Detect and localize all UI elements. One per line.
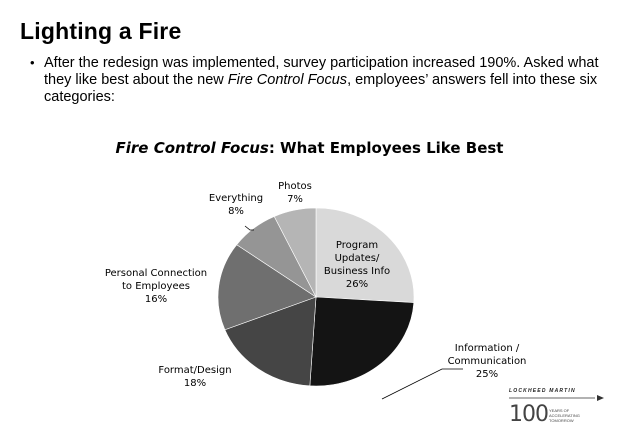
logo-tagline: YEARS OF ACCELERATING TOMORROW	[549, 408, 609, 423]
chart-title: Fire Control Focus: What Employees Like …	[0, 139, 619, 157]
logo-tagline-line: YEARS OF	[549, 408, 570, 413]
bullet-text-italic: Fire Control Focus	[227, 72, 348, 88]
slice-label: Personal Connection to Employees 16%	[105, 268, 207, 305]
logo-number: 100	[509, 402, 549, 427]
bullet-dot: •	[30, 55, 35, 70]
pie-slice	[224, 296, 317, 387]
logo-wordmark: LOCKHEED MARTIN	[509, 388, 576, 394]
slice-label: Photos 7%	[278, 181, 312, 205]
bullet-text-start: After the redesign was implemented, surv…	[44, 55, 599, 88]
logo-tagline-line: ACCELERATING	[549, 413, 580, 418]
slice-label: Everything 8%	[209, 193, 263, 217]
leader-line	[244, 225, 254, 231]
pie-slice	[273, 207, 317, 298]
chart-title-italic: Fire Control Focus	[115, 139, 269, 157]
slide-title: Lighting a Fire	[20, 18, 182, 44]
bullet-point: • After the redesign was implemented, su…	[30, 55, 600, 106]
logo-rule	[509, 395, 604, 401]
bullet-text-end: , employees’ answers fell into these six…	[44, 72, 598, 105]
leader-line	[381, 368, 463, 400]
slice-label: Format/Design 18%	[158, 365, 231, 389]
bullet-text: After the redesign was implemented, surv…	[44, 55, 600, 106]
pie-slice	[315, 207, 415, 303]
company-logo: LOCKHEED MARTIN 100 YEARS OF ACCELERATIN…	[509, 388, 609, 438]
pie-slice	[309, 296, 415, 387]
logo-tagline-line: TOMORROW	[549, 418, 574, 423]
chart-title-rest: : What Employees Like Best	[268, 139, 504, 157]
slice-label: Program Updates/Business Info 26%	[324, 240, 390, 290]
pie-slice	[217, 244, 317, 331]
slice-label: Information / Communication 25%	[448, 343, 527, 380]
pie-slices	[217, 207, 415, 387]
